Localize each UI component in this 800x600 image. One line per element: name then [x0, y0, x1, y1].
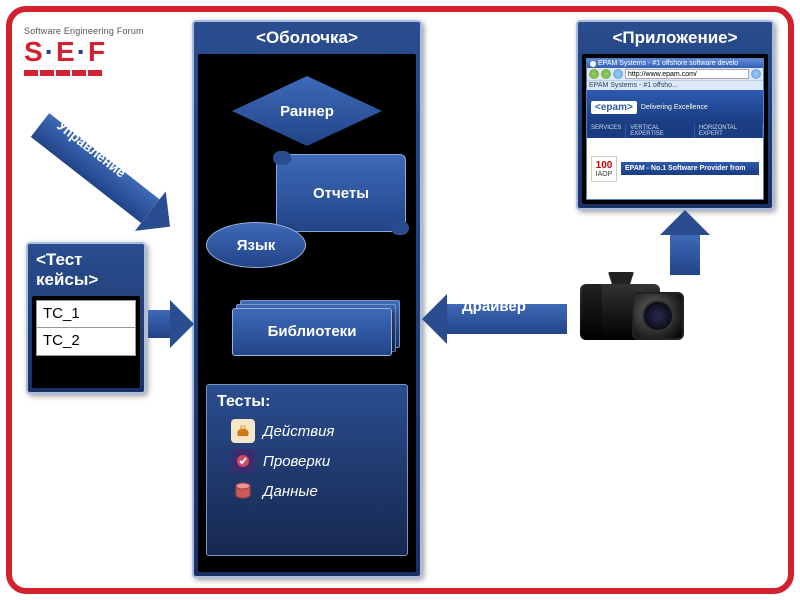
nav-vertical[interactable]: VERTICAL EXPERTISE — [626, 124, 695, 138]
site-hero: <epam> Delivering Excellence — [587, 90, 763, 124]
tests-subpanel: Тесты: Действия Проверки Данные — [206, 384, 408, 556]
tests-actions-label: Действия — [263, 423, 334, 440]
tests-data-label: Данные — [263, 483, 318, 500]
nav-services[interactable]: SERVICES — [587, 124, 626, 138]
shell-title: <Оболочка> — [194, 22, 420, 54]
go-icon[interactable] — [751, 69, 761, 79]
language-label: Язык — [237, 237, 276, 254]
browser-tab[interactable]: EPAM Systems - #1 offsho... — [587, 81, 763, 90]
logo-bars — [24, 70, 144, 76]
app-title: <Приложение> — [578, 22, 772, 54]
logo-subtitle: Software Engineering Forum — [24, 26, 144, 36]
shell-panel: <Оболочка> Раннер Отчеты Язык Библиотеки… — [192, 20, 422, 578]
tests-checks-label: Проверки — [263, 453, 330, 470]
test-cases-title: <Тест кейсы> — [28, 244, 144, 296]
iaop-badge: 100 IAOP — [591, 156, 617, 182]
arrow-to-app — [660, 210, 710, 275]
banner-text: EPAM - No.1 Software Provider from — [621, 162, 759, 175]
tests-row-actions: Действия — [231, 419, 397, 443]
epam-logo: <epam> — [591, 101, 637, 114]
shell-body: Раннер Отчеты Язык Библиотеки Тесты: Дей… — [198, 54, 416, 572]
badge-sub: IAOP — [596, 171, 613, 178]
camera-icon — [580, 270, 690, 348]
db-icon — [231, 479, 255, 503]
arrow-tc-to-shell — [148, 300, 194, 348]
tests-row-data: Данные — [231, 479, 397, 503]
browser-titlebar: EPAM Systems - #1 offshore software deve… — [587, 59, 763, 68]
flex-icon — [231, 419, 255, 443]
runner-node: Раннер — [232, 76, 382, 146]
browser-favicon — [590, 61, 596, 67]
site-nav: SERVICES VERTICAL EXPERTISE HORIZONTAL E… — [587, 124, 763, 138]
nav-horizontal[interactable]: HORIZONTAL EXPERT — [695, 124, 763, 138]
tc-row-2: TC_2 — [36, 328, 136, 356]
runner-label: Раннер — [232, 76, 382, 146]
logo-letters: S·E·F — [24, 36, 144, 68]
libraries-front: Библиотеки — [232, 308, 392, 356]
back-icon[interactable] — [589, 69, 599, 79]
libraries-label: Библиотеки — [268, 323, 357, 340]
browser-window-title: EPAM Systems - #1 offshore software deve… — [598, 60, 738, 67]
tc-row-1: TC_1 — [36, 300, 136, 328]
libraries-node: Библиотеки — [232, 308, 392, 356]
reports-node: Отчеты — [276, 154, 406, 232]
forward-icon[interactable] — [601, 69, 611, 79]
arrow-driver-label: Драйвер — [462, 298, 526, 315]
tests-row-checks: Проверки — [231, 449, 397, 473]
sef-logo: Software Engineering Forum S·E·F — [24, 26, 144, 76]
test-cases-panel: <Тест кейсы> TC_1 TC_2 — [26, 242, 146, 394]
check-icon — [231, 449, 255, 473]
app-panel: <Приложение> EPAM Systems - #1 offshore … — [576, 20, 774, 210]
language-node: Язык — [206, 222, 306, 268]
arrow-driver: Драйвер — [422, 294, 567, 344]
reports-label: Отчеты — [276, 154, 406, 232]
reload-icon[interactable] — [613, 69, 623, 79]
test-cases-body: TC_1 TC_2 — [32, 296, 140, 388]
app-body: EPAM Systems - #1 offshore software deve… — [582, 54, 768, 204]
browser-toolbar — [587, 68, 763, 81]
badge-number: 100 — [596, 160, 613, 171]
site-tagline: Delivering Excellence — [641, 104, 708, 111]
url-input[interactable] — [625, 69, 749, 79]
browser-mock: EPAM Systems - #1 offshore software deve… — [586, 58, 764, 200]
tests-title: Тесты: — [217, 393, 397, 411]
site-banner: 100 IAOP EPAM - No.1 Software Provider f… — [587, 138, 763, 199]
